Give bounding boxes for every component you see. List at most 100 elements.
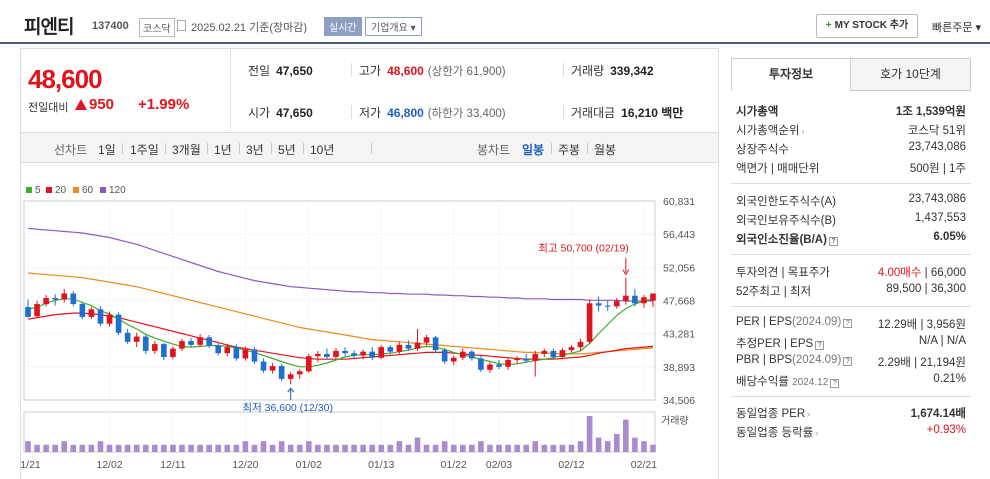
- candle-body: [523, 358, 529, 361]
- tab-daily[interactable]: 일봉: [522, 143, 545, 157]
- divider: [351, 63, 352, 77]
- info-row-par-value: 액면가 | 매매단위 500원 | 1주: [736, 163, 966, 175]
- volume-bar: [369, 444, 376, 452]
- candle-chart-label: 봉차트: [477, 143, 511, 157]
- help-icon[interactable]: ?: [815, 341, 825, 350]
- tab-1y[interactable]: 1년: [214, 143, 232, 157]
- candle-body: [70, 293, 77, 305]
- volume-bar: [523, 444, 529, 452]
- candle-body: [315, 353, 321, 357]
- tab-weekly[interactable]: 주봉: [558, 143, 581, 157]
- volume-bar: [97, 441, 104, 452]
- volume-bar: [305, 441, 312, 452]
- candle-body: [269, 366, 276, 371]
- divider: [587, 143, 588, 154]
- info-row-pbr-bps: PBR | BPS(2024.09)? 2.29배 | 21,194원: [736, 354, 966, 369]
- info-row-per-eps: PER | EPS(2024.09)? 12.29배 | 3,956원: [736, 316, 966, 331]
- candle-body: [260, 361, 267, 371]
- volume-bar: [79, 444, 86, 452]
- low-annotation: 최저 36,600 (12/30): [242, 402, 333, 414]
- tab-10y[interactable]: 10년: [310, 143, 335, 157]
- help-icon[interactable]: ?: [843, 357, 853, 366]
- tab-1w[interactable]: 1주일: [130, 143, 159, 157]
- info-row-market-cap-rank[interactable]: 시가총액순위 › 코스닥 51위: [736, 125, 966, 137]
- volume-bar: [251, 444, 258, 452]
- candle-body: [79, 304, 86, 317]
- ma20-line: [27, 312, 654, 360]
- chevron-right-icon: ›: [801, 126, 805, 136]
- info-row-est-per: 추정PER | EPS? N/A | N/A: [736, 335, 966, 350]
- volume-bar: [641, 441, 647, 452]
- my-stock-add-button[interactable]: + MY STOCK 추가: [816, 14, 918, 38]
- candle-body: [242, 349, 249, 359]
- company-overview-dropdown[interactable]: 기업개요 ▾: [365, 17, 422, 36]
- divider: [239, 143, 240, 154]
- tab-1d[interactable]: 1일: [98, 143, 116, 157]
- volume-bar: [278, 441, 285, 452]
- quick-order-dropdown[interactable]: 빠른주문 ▾: [932, 22, 982, 34]
- candle-body: [115, 314, 122, 333]
- candle-body: [52, 297, 58, 300]
- line-chart-label: 선차트: [54, 143, 88, 157]
- volume-bar: [315, 444, 321, 452]
- volume-bar: [577, 441, 584, 452]
- help-icon[interactable]: ?: [830, 379, 840, 388]
- tab-orderbook-10[interactable]: 호가 10단계: [850, 58, 971, 91]
- info-row-sector-rate[interactable]: 동일업종 등락률 › +0.93%: [736, 424, 966, 439]
- tab-3y[interactable]: 3년: [246, 143, 264, 157]
- candle-body: [586, 303, 593, 342]
- volume-bar: [215, 444, 222, 452]
- volume-bar: [52, 444, 58, 452]
- volume-bar: [124, 444, 131, 452]
- price-delta: 950: [75, 96, 114, 113]
- candle-body: [215, 345, 222, 354]
- volume-bar: [88, 444, 95, 452]
- info-row-sector-per[interactable]: 동일업종 PER › 1,674.14배: [736, 408, 966, 420]
- volume-bar: [632, 437, 638, 452]
- stock-header: 피엔티 137400 코스닥 2025.02.21 기준(장마감) 실시간 기업…: [0, 0, 990, 44]
- volume-bar: [34, 444, 40, 452]
- current-price: 48,600: [28, 64, 103, 94]
- volume-bar: [152, 444, 158, 452]
- volume-bar: [414, 437, 421, 452]
- volume-bar: [568, 444, 575, 452]
- plus-icon: +: [825, 20, 832, 31]
- tab-investment-info[interactable]: 투자정보: [731, 58, 851, 91]
- price-stats: 전일 47,650 고가 48,600 (상한가 61,900) 거래량 339,342…: [230, 48, 718, 130]
- volume-bar: [61, 441, 68, 452]
- help-icon[interactable]: ?: [843, 319, 853, 328]
- legend-label: 120: [109, 185, 126, 196]
- tab-3m[interactable]: 3개월: [172, 143, 201, 157]
- candle-body: [360, 351, 366, 356]
- volume-bar: [115, 444, 122, 452]
- volume-bar: [351, 444, 357, 452]
- help-icon[interactable]: ?: [828, 237, 838, 246]
- investment-info-panel: 투자정보 호가 10단계 시가총액 1조 1,539억원 시가총액순위 › 코스닥 5…: [731, 58, 971, 479]
- volume-bar: [142, 444, 149, 452]
- candle-body: [287, 374, 294, 379]
- candle-body: [414, 342, 421, 349]
- candle-body: [25, 307, 31, 317]
- volume-bar: [505, 444, 511, 452]
- candle-body: [577, 341, 584, 348]
- volume-bar: [441, 441, 448, 452]
- y-tick-label: 52,056: [663, 262, 695, 274]
- realtime-button[interactable]: 실시간: [324, 17, 362, 36]
- divider: [551, 143, 552, 154]
- tab-monthly[interactable]: 월봉: [594, 143, 617, 157]
- candle-body: [641, 297, 647, 304]
- volume-bar: [25, 441, 31, 452]
- candle-body: [623, 295, 629, 302]
- candlestick-chart[interactable]: 5 20 60 120 60,831 56,443 52,056 47,668 43,281 38…: [21, 180, 718, 479]
- info-row-foreign-limit: 외국인한도주식수(A) 23,743,086: [736, 193, 966, 208]
- candle-body: [595, 303, 602, 306]
- x-tick-label: 01/22: [441, 459, 467, 471]
- stat-prev-close: 전일 47,650: [248, 64, 313, 78]
- ma120-line: [27, 227, 653, 302]
- y-tick-label: 47,668: [663, 296, 695, 308]
- divider: [371, 143, 372, 154]
- tab-5y[interactable]: 5년: [278, 143, 296, 157]
- x-tick-label: 11/21: [21, 459, 41, 471]
- stat-high: 고가 48,600 (상한가 61,900): [359, 64, 506, 78]
- document-icon[interactable]: [177, 20, 186, 31]
